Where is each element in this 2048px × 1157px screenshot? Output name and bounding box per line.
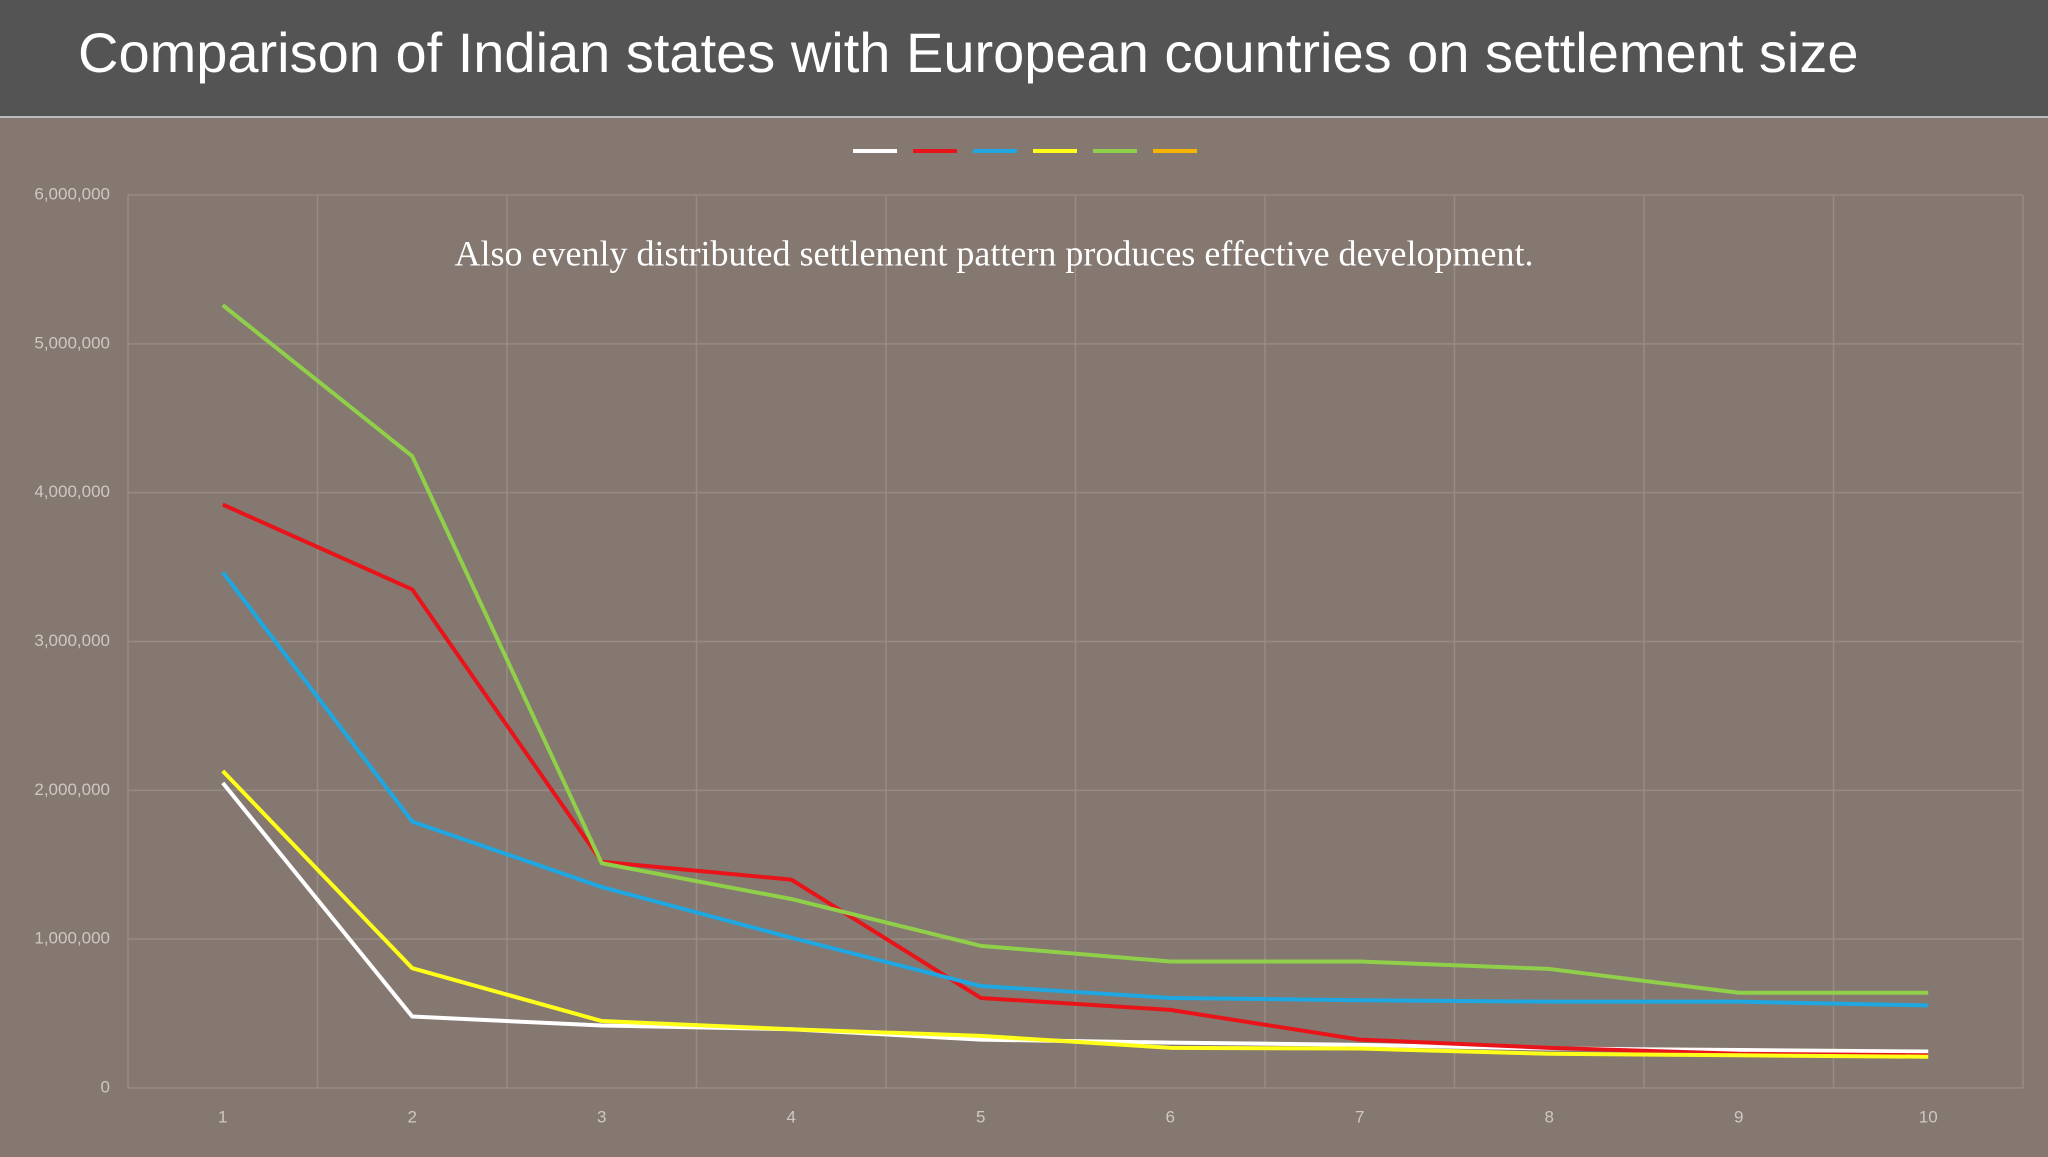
x-tick-label: 10	[1919, 1107, 1938, 1126]
y-tick-label: 2,000,000	[34, 780, 110, 799]
annotation: Also evenly distributed settlement patte…	[455, 233, 1534, 273]
y-tick-label: 4,000,000	[34, 482, 110, 501]
x-tick-label: 8	[1545, 1107, 1554, 1126]
header-bar	[0, 0, 2048, 116]
x-tick-label: 9	[1734, 1107, 1743, 1126]
y-tick-label: 0	[101, 1077, 110, 1096]
x-tick-label: 2	[408, 1107, 417, 1126]
y-tick-label: 1,000,000	[34, 929, 110, 948]
x-tick-label: 5	[976, 1107, 985, 1126]
chart-title: Comparison of Indian states with Europea…	[78, 21, 1859, 84]
x-tick-label: 1	[218, 1107, 227, 1126]
x-tick-label: 6	[1166, 1107, 1175, 1126]
y-tick-label: 5,000,000	[34, 333, 110, 352]
x-tick-label: 4	[787, 1107, 796, 1126]
x-tick-label: 7	[1355, 1107, 1364, 1126]
x-tick-label: 3	[597, 1107, 606, 1126]
plot-area: 0 1,000,000 2,000,000 3,000,000 4,000,000 5,0…	[34, 149, 2024, 1126]
series-line	[221, 769, 1929, 1059]
series-line	[221, 303, 1929, 995]
series-line	[221, 571, 1929, 1008]
y-tick-label: 3,000,000	[34, 631, 110, 650]
series-line	[221, 502, 1929, 1058]
y-tick-label: 6,000,000	[34, 184, 110, 203]
